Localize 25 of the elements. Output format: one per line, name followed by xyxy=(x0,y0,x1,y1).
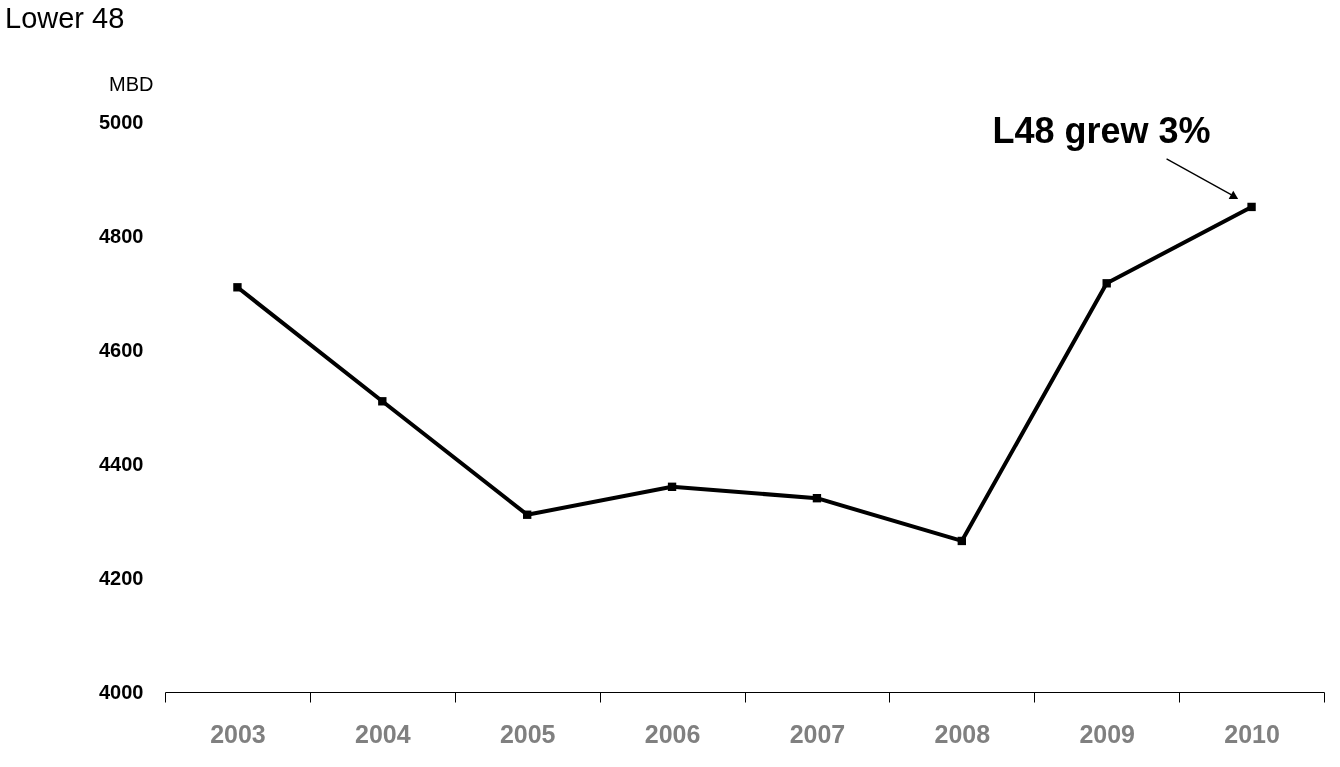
y-tick-label: 4000 xyxy=(99,680,144,703)
point xyxy=(1247,202,1256,212)
point xyxy=(667,482,677,491)
x-tick-label: 2004 xyxy=(355,719,411,748)
point xyxy=(233,283,242,292)
x-tick-label: 2008 xyxy=(934,719,991,748)
y-tick-label: 5000 xyxy=(99,110,144,133)
point xyxy=(1102,279,1111,288)
y-axis-title: MBD xyxy=(109,72,154,95)
x-tick-label: 2006 xyxy=(644,719,701,748)
y-tick-label: 4200 xyxy=(99,566,144,589)
x-tick-label: 2007 xyxy=(789,719,846,748)
x-tick-label: 2003 xyxy=(210,719,266,748)
y-tick-label: 4400 xyxy=(99,452,144,475)
x-tick-label: 2010 xyxy=(1224,719,1280,748)
annotation: L48 grew 3% xyxy=(992,109,1211,151)
y-tick-label: 4800 xyxy=(99,224,144,247)
point xyxy=(378,397,387,406)
point xyxy=(523,510,532,519)
x-tick-label: 2009 xyxy=(1079,719,1135,748)
chart-title: Lower 48 xyxy=(5,2,125,34)
x-tick-label: 2005 xyxy=(499,719,556,748)
point xyxy=(957,536,966,546)
point xyxy=(812,494,822,503)
y-tick-label: 4600 xyxy=(99,338,144,361)
